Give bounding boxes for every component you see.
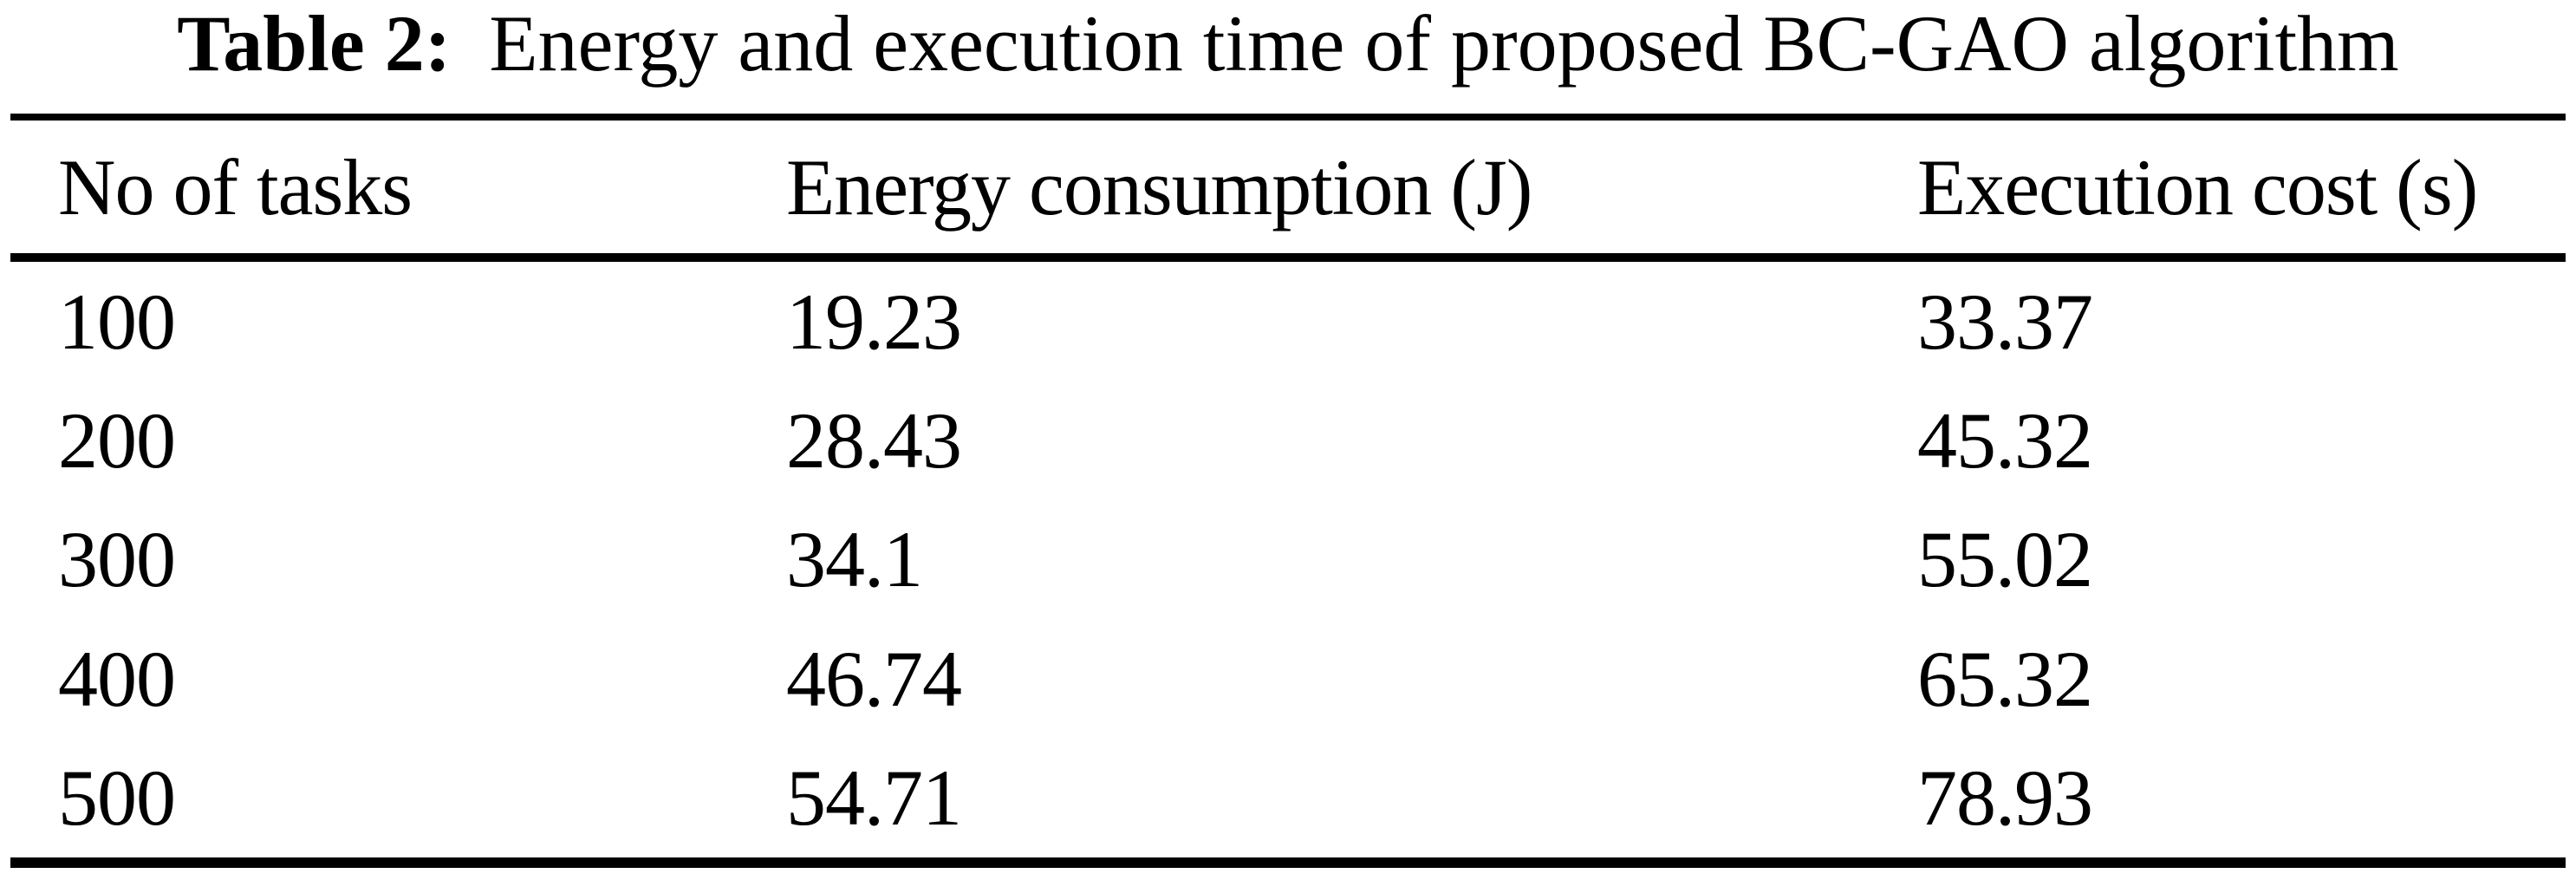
cell-no-of-tasks: 100 [58, 277, 176, 366]
cell-energy: 28.43 [786, 396, 962, 486]
table-row: 500 54.71 78.93 [10, 739, 2566, 857]
cell-energy: 54.71 [786, 753, 962, 843]
data-table: No of tasks Energy consumption (J) Execu… [10, 114, 2566, 868]
table-row: 200 28.43 45.32 [10, 381, 2566, 499]
cell-no-of-tasks: 200 [58, 396, 176, 486]
cell-energy: 34.1 [786, 515, 923, 604]
table-body: 100 19.23 33.37 200 28.43 45.32 300 34.1… [10, 262, 2566, 868]
table-row: 400 46.74 65.32 [10, 619, 2566, 738]
column-header-no-of-tasks: No of tasks [58, 142, 413, 231]
table-caption: Table 2: Energy and execution time of pr… [0, 0, 2576, 114]
cell-exec-cost: 45.32 [1917, 396, 2093, 486]
cell-energy: 19.23 [786, 277, 962, 366]
cell-no-of-tasks: 500 [58, 753, 176, 843]
column-header-energy-consumption: Energy consumption (J) [786, 142, 1532, 231]
cell-no-of-tasks: 300 [58, 515, 176, 604]
table-header-row: No of tasks Energy consumption (J) Execu… [10, 121, 2566, 262]
cell-exec-cost: 65.32 [1917, 634, 2093, 723]
cell-exec-cost: 78.93 [1917, 753, 2093, 843]
cell-exec-cost: 55.02 [1917, 515, 2093, 604]
column-header-execution-cost: Execution cost (s) [1917, 142, 2478, 231]
cell-no-of-tasks: 400 [58, 634, 176, 723]
table-row: 300 34.1 55.02 [10, 500, 2566, 619]
cell-exec-cost: 33.37 [1917, 277, 2093, 366]
cell-energy: 46.74 [786, 634, 962, 723]
table-row: 100 19.23 33.37 [10, 262, 2566, 381]
table-caption-text: Energy and execution time of proposed BC… [489, 0, 2399, 88]
table-caption-label: Table 2: [177, 0, 452, 88]
